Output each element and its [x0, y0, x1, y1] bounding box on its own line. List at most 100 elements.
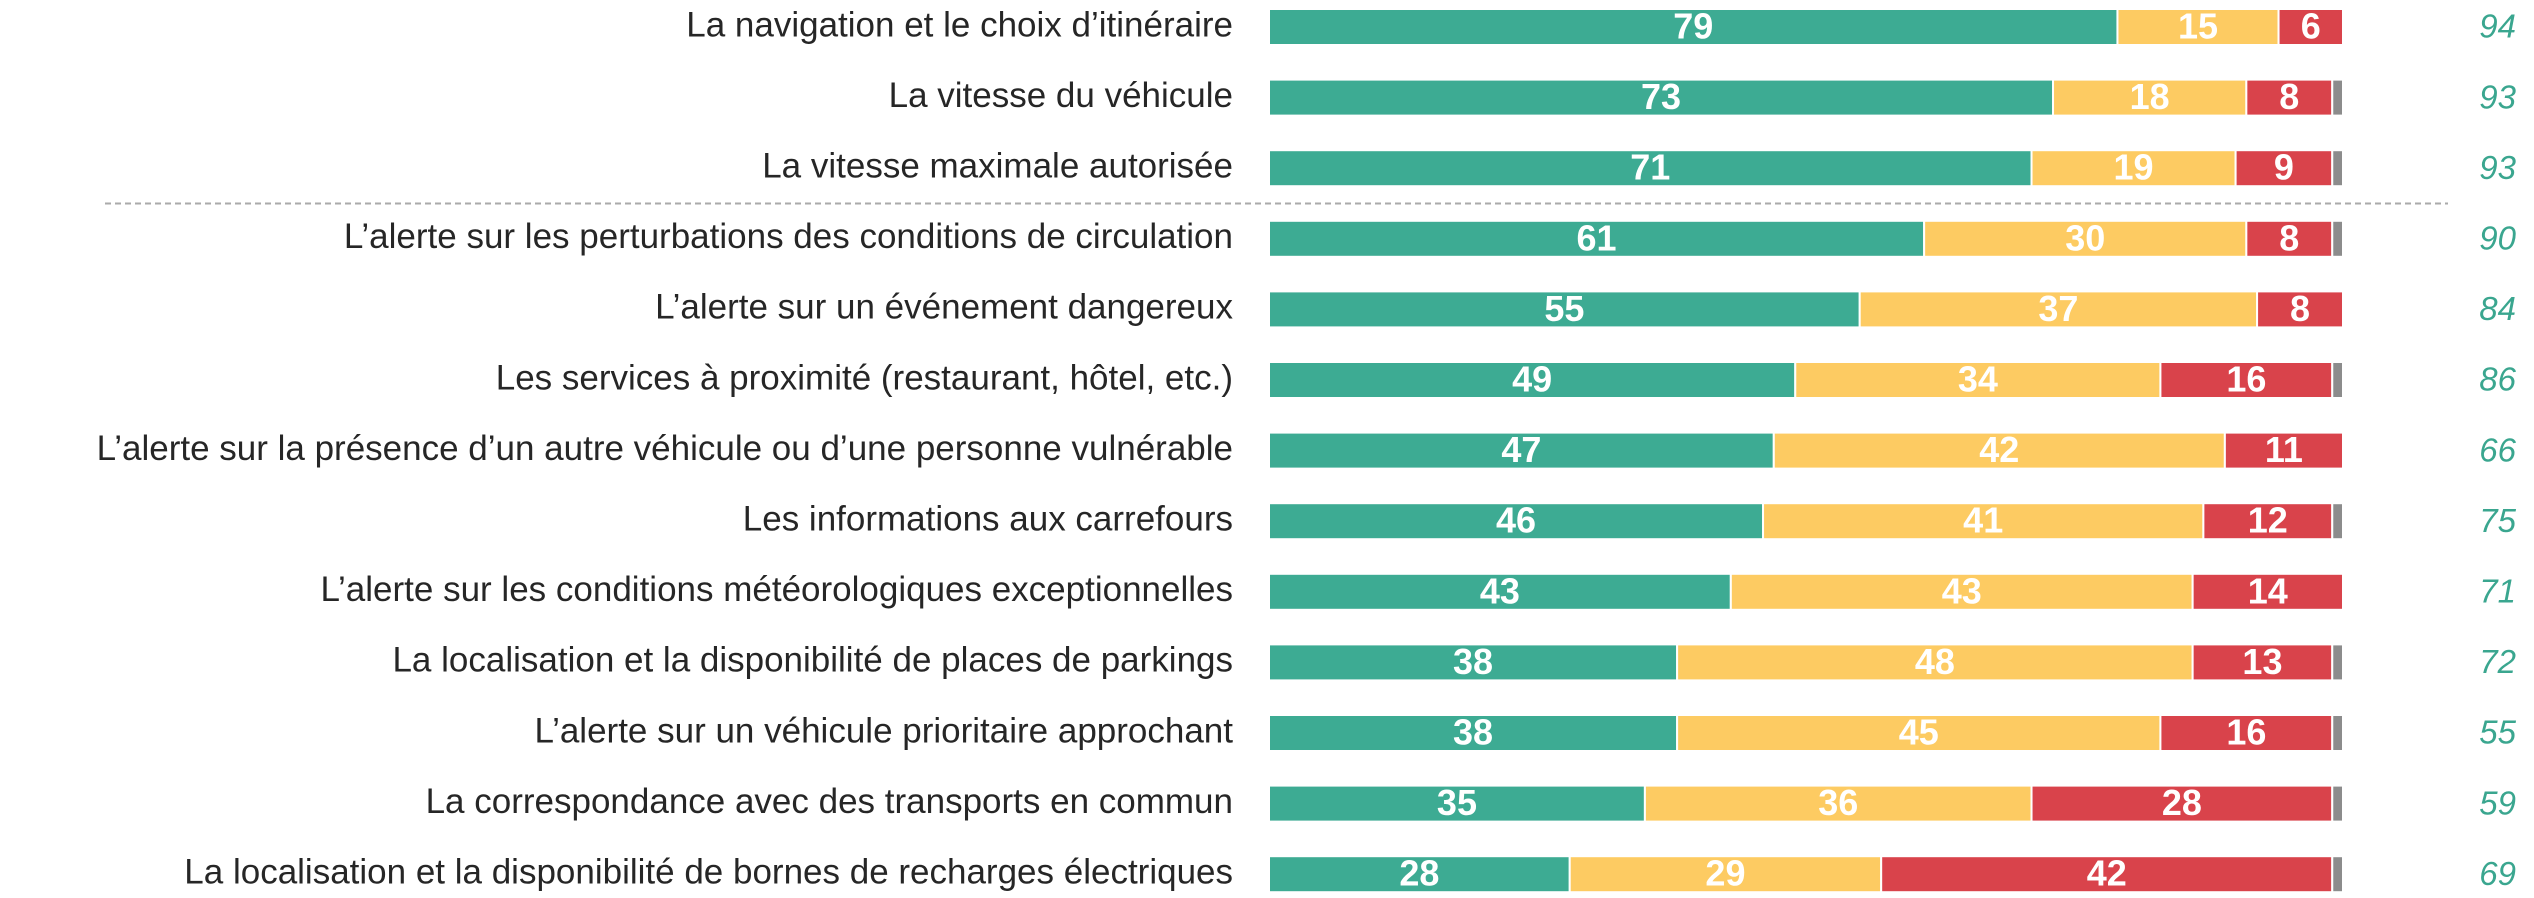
value-label: 15 — [2178, 6, 2218, 47]
bar-segment — [1794, 361, 2162, 399]
value-label: 38 — [1453, 712, 1493, 753]
bar-segment — [1268, 431, 1775, 470]
value-label: 37 — [2038, 288, 2078, 329]
category-label: L’alerte sur un événement dangereux — [655, 288, 1233, 327]
value-label: 43 — [1942, 570, 1982, 611]
right-value: 71 — [2479, 573, 2516, 610]
value-label: 28 — [1399, 853, 1439, 894]
category-label: L’alerte sur les conditions météorologiq… — [321, 570, 1234, 609]
bar-segment — [1923, 219, 2248, 258]
value-label: 42 — [2087, 853, 2127, 894]
category-label: La localisation et la disponibilité de p… — [392, 641, 1233, 680]
bar-segment — [2331, 714, 2345, 752]
value-label: 8 — [2279, 217, 2299, 258]
right-value: 90 — [2479, 220, 2516, 257]
category-label: La navigation et le choix d’itinéraire — [686, 5, 1233, 44]
bar-segment — [1268, 643, 1679, 682]
value-label: 16 — [2226, 712, 2266, 753]
value-label: 13 — [2242, 641, 2282, 682]
right-value: 93 — [2479, 78, 2516, 115]
category-label: La localisation et la disponibilité de b… — [184, 852, 1233, 891]
right-value: 75 — [2479, 502, 2516, 539]
bar-segment — [1268, 784, 1646, 823]
category-label: L’alerte sur un véhicule prioritaire app… — [535, 711, 1234, 750]
bar-segment — [1268, 8, 2119, 46]
bar-segment — [2223, 431, 2345, 470]
bar-segment — [1643, 784, 2033, 823]
bar-segment — [2256, 290, 2345, 329]
right-value: 69 — [2479, 855, 2516, 892]
value-label: 29 — [1705, 853, 1745, 894]
bar-segment — [2030, 149, 2237, 188]
bar-segment — [2234, 149, 2334, 188]
right-value: 84 — [2479, 290, 2516, 327]
value-label: 79 — [1673, 6, 1713, 47]
value-label: 48 — [1915, 641, 1955, 682]
value-label: 8 — [2279, 76, 2299, 117]
category-label: Les services à proximité (restaurant, hô… — [496, 358, 1233, 397]
right-value: 86 — [2479, 361, 2516, 398]
value-label: 30 — [2065, 217, 2105, 258]
bar-segment — [1568, 855, 1883, 894]
bar-segment — [2245, 78, 2334, 117]
right-value: 94 — [2479, 8, 2516, 45]
value-label: 71 — [1630, 147, 1670, 188]
value-label: 34 — [1958, 359, 1998, 400]
right-value: 66 — [2479, 431, 2516, 468]
value-label: 73 — [1641, 76, 1681, 117]
bar-segment — [2116, 8, 2280, 46]
value-label: 55 — [1544, 288, 1584, 329]
value-label: 45 — [1899, 712, 1939, 753]
value-label: 8 — [2290, 288, 2310, 329]
bar-segment — [1268, 290, 1861, 329]
value-label: 47 — [1501, 429, 1541, 470]
right-value: 93 — [2479, 149, 2516, 186]
category-label: La vitesse maximale autorisée — [762, 146, 1233, 185]
category-label: Les informations aux carrefours — [743, 499, 1233, 538]
bar-segment — [1268, 855, 1571, 894]
bar-segment — [2277, 8, 2345, 46]
bar-segment — [2030, 784, 2334, 823]
value-label: 9 — [2274, 147, 2294, 188]
value-label: 49 — [1512, 359, 1552, 400]
bar-segment — [1729, 572, 2194, 611]
bar-segment — [1676, 714, 2162, 752]
bar-segment — [2331, 361, 2345, 399]
bar-segment — [2202, 502, 2334, 541]
bar-segment — [2191, 643, 2334, 682]
bar-segment — [1772, 431, 2226, 470]
bar-segment — [2331, 219, 2345, 258]
value-label: 38 — [1453, 641, 1493, 682]
bar-segment — [2331, 502, 2345, 541]
right-value: 55 — [2479, 714, 2516, 751]
category-label: L’alerte sur la présence d’un autre véhi… — [97, 429, 1233, 468]
value-label: 46 — [1496, 500, 1536, 541]
value-label: 42 — [1979, 429, 2019, 470]
value-label: 19 — [2114, 147, 2154, 188]
bar-segment — [1268, 219, 1926, 258]
bar-segment — [2331, 643, 2345, 682]
bar-segment — [1268, 149, 2033, 188]
value-label: 14 — [2248, 570, 2288, 611]
value-label: 43 — [1480, 570, 1520, 611]
value-label: 11 — [2265, 429, 2303, 470]
value-label: 35 — [1437, 782, 1477, 823]
value-label: 28 — [2162, 782, 2202, 823]
bar-segment — [2331, 149, 2345, 188]
bar-segment — [2331, 855, 2345, 894]
bar-segment — [1268, 361, 1797, 399]
category-label: L’alerte sur les perturbations des condi… — [344, 217, 1233, 256]
bar-segment — [2331, 784, 2345, 823]
right-value: 59 — [2479, 784, 2516, 821]
bar-segment — [1858, 290, 2259, 329]
value-label: 41 — [1963, 500, 2003, 541]
value-label: 36 — [1818, 782, 1858, 823]
bar-segment — [1676, 643, 2194, 682]
value-label: 18 — [2130, 76, 2170, 117]
value-label: 61 — [1577, 217, 1617, 258]
value-label: 6 — [2301, 6, 2321, 47]
bar-segment — [2159, 361, 2334, 399]
value-label: 16 — [2226, 359, 2266, 400]
value-label: 12 — [2248, 500, 2288, 541]
